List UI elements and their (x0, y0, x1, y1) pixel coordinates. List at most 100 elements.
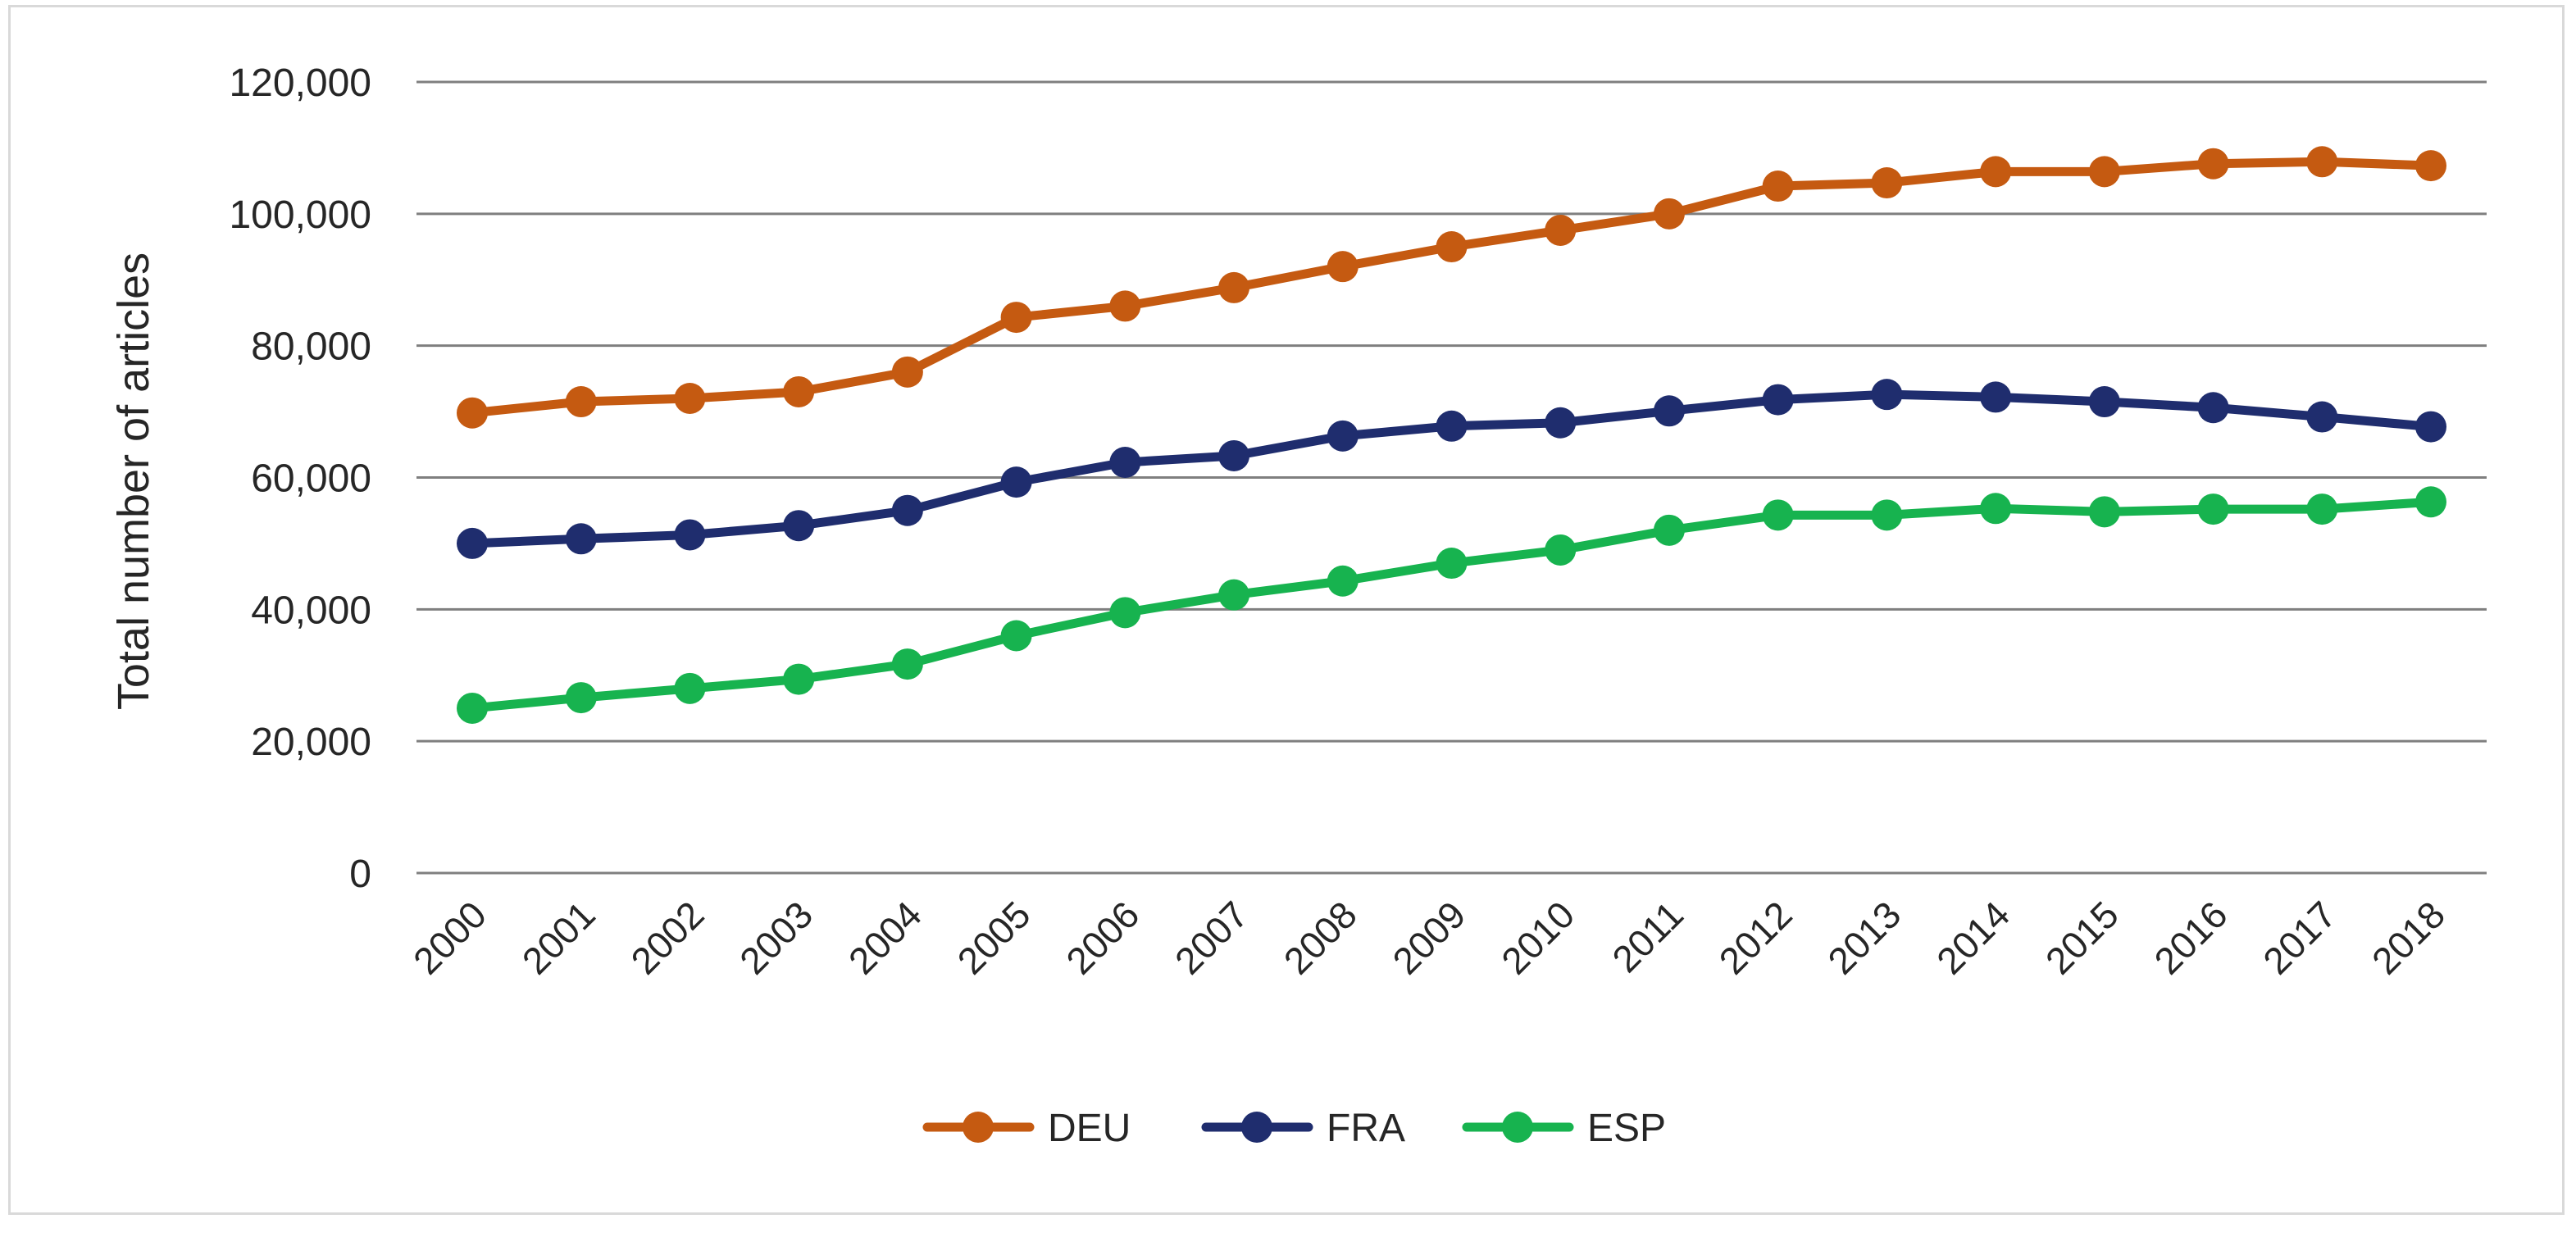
legend-item-fra: FRA (1201, 1107, 1405, 1150)
line-chart: 020,00040,00060,00080,000100,000120,000 … (109, 61, 2487, 1150)
data-point (1109, 447, 1141, 479)
data-point (891, 648, 923, 680)
data-point (2197, 392, 2229, 424)
data-point (1871, 499, 1903, 531)
x-tick-label: 2003 (731, 893, 821, 982)
data-point (891, 494, 923, 526)
legend-marker (1241, 1112, 1272, 1143)
data-point (1653, 198, 1685, 230)
data-point (1327, 251, 1359, 283)
data-point (1218, 439, 1250, 471)
data-point (1436, 231, 1468, 263)
data-point (1545, 407, 1577, 439)
data-point (1000, 620, 1032, 652)
data-point (783, 663, 815, 695)
x-tick-label: 2018 (2364, 893, 2453, 982)
data-point (565, 682, 597, 714)
x-tick-label: 2010 (1493, 893, 1582, 982)
data-point (674, 383, 706, 414)
legend: DEU FRA ESP (922, 1107, 1666, 1150)
x-tick-label: 2016 (2146, 893, 2235, 982)
x-tick-label: 2009 (1384, 893, 1473, 982)
data-point (2306, 146, 2338, 178)
data-point (1762, 171, 1794, 202)
data-point (891, 356, 923, 388)
data-point (565, 523, 597, 555)
x-tick-label: 2001 (514, 893, 603, 982)
data-point (783, 510, 815, 542)
y-tick-label: 40,000 (251, 589, 371, 632)
x-tick-label: 2012 (1711, 893, 1800, 982)
y-tick-label: 20,000 (251, 721, 371, 764)
x-tick-label: 2005 (949, 893, 1039, 982)
data-point (1871, 379, 1903, 411)
data-point (1653, 514, 1685, 546)
legend-marker (963, 1112, 994, 1143)
legend-label: ESP (1587, 1107, 1666, 1150)
data-point (1545, 534, 1577, 566)
data-point (1762, 384, 1794, 416)
y-tick-label: 60,000 (251, 457, 371, 501)
data-point (1436, 548, 1468, 580)
y-tick-label: 0 (349, 853, 371, 896)
gridlines (416, 80, 2487, 875)
legend-item-esp: ESP (1462, 1107, 1666, 1150)
series-line-deu (467, 157, 2436, 418)
y-tick-label: 80,000 (251, 325, 371, 369)
data-point (1980, 381, 2012, 413)
data-point (1218, 579, 1250, 611)
y-tick-label: 120,000 (229, 61, 371, 105)
data-point (457, 527, 488, 559)
series-esp (457, 486, 2446, 724)
series-lines (457, 146, 2446, 724)
x-tick-label: 2006 (1058, 893, 1147, 982)
data-point (674, 672, 706, 704)
y-tick-label: 100,000 (229, 193, 371, 237)
data-point (1109, 290, 1141, 322)
y-axis-title: Total number of articles (109, 252, 158, 710)
x-axis-ticks: 2000 2001 2002 2003 2004 2005 2006 2007 2008 2009… (405, 893, 2453, 982)
y-axis-ticks: 0 20,000 40,000 60,000 80,000 100,000 120,000 (229, 61, 371, 896)
data-point (2088, 386, 2120, 418)
x-tick-label: 2011 (1604, 893, 1691, 980)
x-tick-label: 2015 (2037, 893, 2127, 982)
data-point (2415, 150, 2446, 182)
legend-label: FRA (1327, 1107, 1405, 1150)
data-point (783, 375, 815, 407)
data-point (2415, 486, 2446, 518)
data-point (1000, 466, 1032, 498)
data-point (1762, 499, 1794, 531)
data-point (2306, 401, 2338, 433)
data-point (1980, 156, 2012, 188)
data-point (2088, 156, 2120, 188)
legend-marker (1502, 1112, 1533, 1143)
data-point (565, 386, 597, 418)
x-tick-label: 2014 (1928, 893, 2018, 982)
series-deu (457, 146, 2446, 429)
x-tick-label: 2000 (405, 893, 494, 982)
legend-label: DEU (1048, 1107, 1131, 1150)
data-point (457, 692, 488, 724)
x-tick-label: 2013 (1819, 893, 1909, 982)
data-point (1000, 302, 1032, 334)
data-point (2197, 148, 2229, 180)
series-fra (457, 379, 2446, 559)
data-point (1653, 395, 1685, 427)
data-point (2088, 496, 2120, 528)
data-point (1327, 565, 1359, 597)
x-tick-label: 2007 (1167, 893, 1256, 982)
data-point (1218, 271, 1250, 303)
x-tick-label: 2004 (840, 893, 930, 982)
data-point (1980, 493, 2012, 525)
data-point (1327, 420, 1359, 452)
data-point (1109, 597, 1141, 629)
x-tick-label: 2017 (2255, 893, 2344, 982)
data-point (2415, 411, 2446, 443)
data-point (1871, 167, 1903, 199)
data-point (1436, 410, 1468, 442)
chart-frame: 0 20,000 40,000 60,000 80,000 100,000 120,000 … (8, 5, 2565, 1215)
legend-item-deu: DEU (922, 1107, 1131, 1150)
x-tick-label: 2002 (622, 893, 712, 982)
data-point (2197, 493, 2229, 525)
x-tick-label: 2008 (1276, 893, 1365, 982)
